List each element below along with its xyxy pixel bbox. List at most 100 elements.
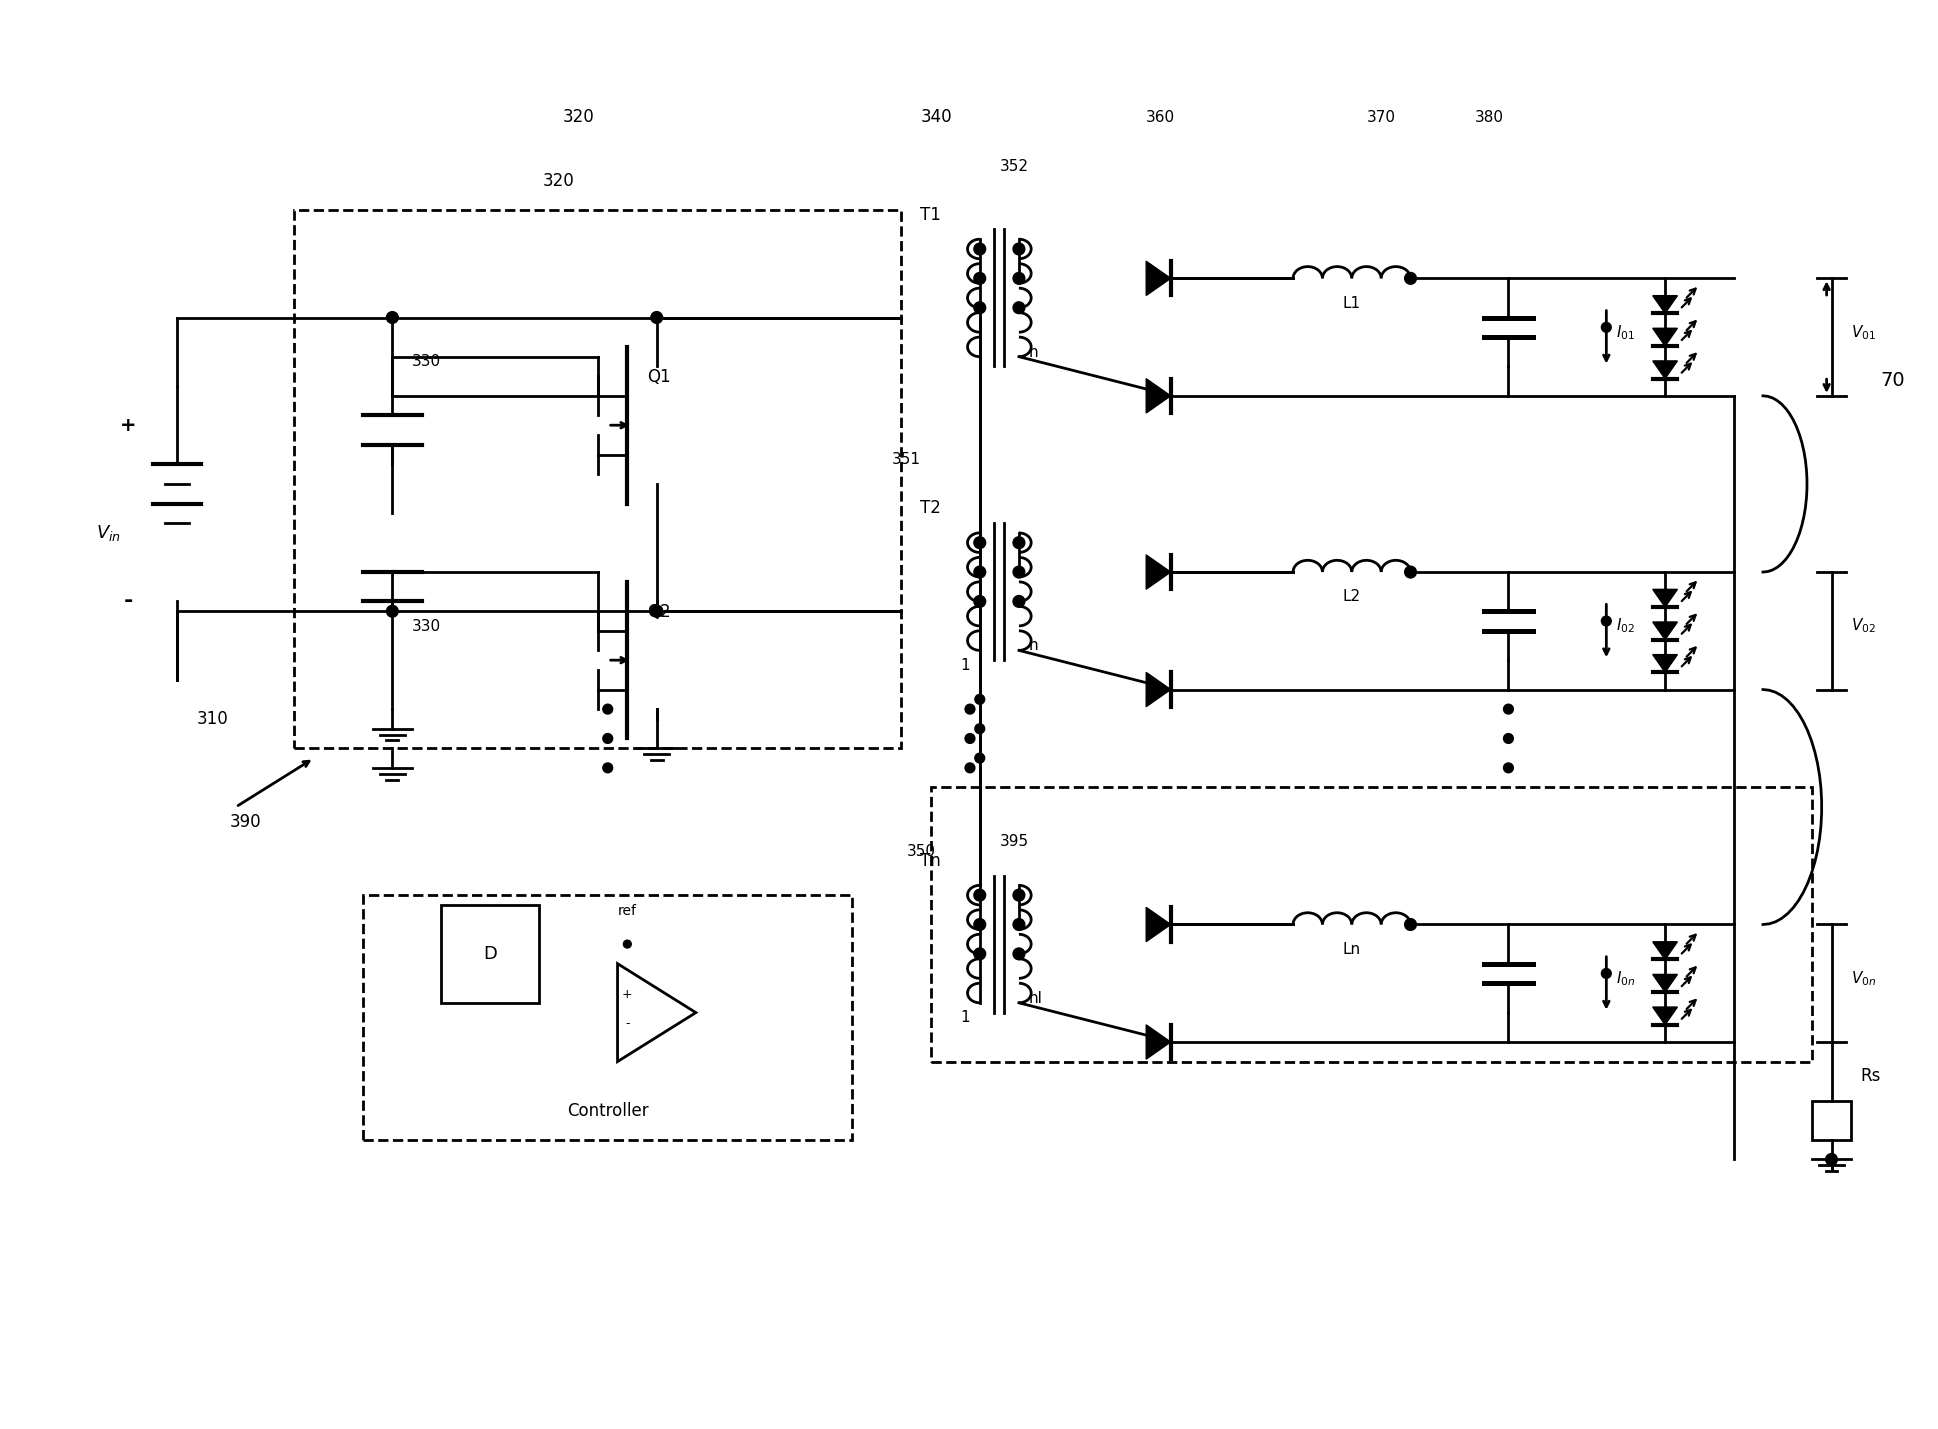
- Circle shape: [975, 537, 986, 549]
- Circle shape: [965, 704, 975, 714]
- Circle shape: [1504, 733, 1514, 743]
- Polygon shape: [1145, 673, 1171, 707]
- Circle shape: [975, 889, 986, 902]
- Circle shape: [1014, 919, 1025, 930]
- Text: $V_{0n}$: $V_{0n}$: [1851, 969, 1876, 987]
- Circle shape: [975, 273, 986, 284]
- Circle shape: [1405, 919, 1417, 930]
- Polygon shape: [1653, 975, 1678, 992]
- Circle shape: [386, 606, 397, 617]
- Circle shape: [624, 940, 632, 947]
- Circle shape: [1014, 537, 1025, 549]
- Circle shape: [975, 302, 986, 313]
- Polygon shape: [1145, 907, 1171, 942]
- Text: Tn: Tn: [921, 852, 940, 870]
- Circle shape: [1014, 947, 1025, 960]
- Text: $V_{02}$: $V_{02}$: [1851, 617, 1876, 636]
- Polygon shape: [1653, 296, 1678, 313]
- Circle shape: [975, 596, 986, 607]
- Text: n: n: [1029, 344, 1039, 360]
- Circle shape: [651, 606, 663, 617]
- Polygon shape: [1653, 362, 1678, 379]
- Circle shape: [651, 312, 663, 323]
- Text: 395: 395: [1000, 835, 1029, 849]
- Text: 330: 330: [413, 354, 442, 370]
- Text: 351: 351: [891, 453, 921, 467]
- Circle shape: [603, 733, 612, 743]
- Circle shape: [1405, 566, 1417, 577]
- Bar: [442, 905, 539, 1003]
- Text: ref: ref: [618, 903, 638, 917]
- Bar: [1812, 1100, 1851, 1140]
- Text: Q2: Q2: [647, 603, 671, 622]
- Polygon shape: [1653, 942, 1678, 959]
- Polygon shape: [1145, 1025, 1171, 1059]
- Text: +: +: [622, 987, 632, 1000]
- Text: L2: L2: [1343, 589, 1360, 604]
- Polygon shape: [1653, 622, 1678, 640]
- Circle shape: [603, 763, 612, 773]
- Circle shape: [603, 704, 612, 714]
- Text: $I_{01}$: $I_{01}$: [1616, 323, 1636, 342]
- Circle shape: [1014, 889, 1025, 902]
- Circle shape: [651, 606, 663, 617]
- Text: 310: 310: [196, 710, 229, 727]
- Circle shape: [1014, 566, 1025, 577]
- Circle shape: [1504, 704, 1514, 714]
- Text: $V_{01}$: $V_{01}$: [1851, 323, 1876, 342]
- Polygon shape: [1145, 262, 1171, 296]
- Text: 350: 350: [907, 845, 936, 859]
- Circle shape: [975, 566, 986, 577]
- Text: -: -: [124, 592, 132, 612]
- Circle shape: [1826, 1153, 1837, 1165]
- Circle shape: [1014, 243, 1025, 254]
- Text: 70: 70: [1880, 372, 1905, 390]
- Circle shape: [965, 733, 975, 743]
- Text: -: -: [626, 1017, 630, 1030]
- Text: L1: L1: [1343, 296, 1360, 310]
- Circle shape: [975, 947, 986, 960]
- Text: Q1: Q1: [647, 369, 671, 386]
- Circle shape: [386, 312, 397, 323]
- Text: Ln: Ln: [1343, 942, 1360, 957]
- Circle shape: [1504, 763, 1514, 773]
- Polygon shape: [1145, 554, 1171, 589]
- Circle shape: [975, 919, 986, 930]
- Text: 320: 320: [562, 107, 595, 126]
- Circle shape: [1601, 323, 1610, 332]
- Circle shape: [975, 694, 985, 704]
- Text: $I_{0n}$: $I_{0n}$: [1616, 969, 1636, 987]
- Text: +: +: [120, 416, 136, 434]
- Text: 380: 380: [1475, 110, 1504, 124]
- Text: 330: 330: [413, 619, 442, 634]
- Polygon shape: [1653, 329, 1678, 346]
- Circle shape: [1014, 596, 1025, 607]
- Circle shape: [1601, 969, 1610, 979]
- Text: Rs: Rs: [1860, 1067, 1882, 1085]
- Circle shape: [1014, 273, 1025, 284]
- Text: D: D: [483, 945, 498, 963]
- Text: T2: T2: [921, 499, 940, 517]
- Text: 352: 352: [1000, 159, 1029, 174]
- Circle shape: [1405, 273, 1417, 284]
- Text: 320: 320: [543, 173, 576, 190]
- Circle shape: [1014, 302, 1025, 313]
- Polygon shape: [1653, 654, 1678, 672]
- Polygon shape: [1145, 379, 1171, 413]
- Text: 340: 340: [921, 107, 953, 126]
- Text: nl: nl: [1029, 990, 1043, 1006]
- Circle shape: [1601, 616, 1610, 626]
- Polygon shape: [1653, 1007, 1678, 1025]
- Text: $V_{in}$: $V_{in}$: [97, 523, 120, 543]
- Text: Controller: Controller: [568, 1102, 649, 1120]
- Text: 1: 1: [959, 1010, 969, 1026]
- Text: T1: T1: [921, 206, 940, 223]
- Circle shape: [975, 243, 986, 254]
- Text: 1: 1: [959, 657, 969, 673]
- Polygon shape: [1653, 589, 1678, 607]
- Text: 390: 390: [231, 813, 262, 830]
- Circle shape: [975, 753, 985, 763]
- Text: n: n: [1029, 639, 1039, 653]
- Text: $I_{02}$: $I_{02}$: [1616, 617, 1636, 636]
- Circle shape: [965, 763, 975, 773]
